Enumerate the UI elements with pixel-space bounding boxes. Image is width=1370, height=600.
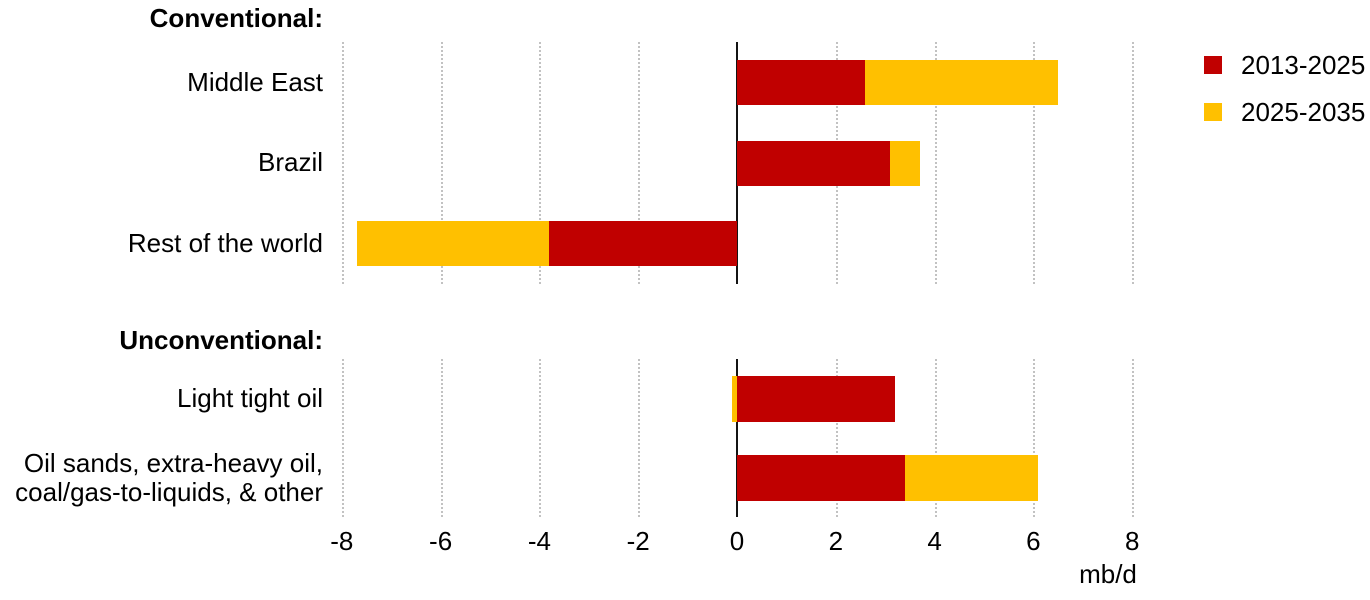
plot-area-conventional: [330, 42, 1160, 284]
legend-label: 2013-2025: [1241, 50, 1366, 80]
zero-axis-line: [735, 359, 739, 517]
category-label-middle-east: Middle East: [187, 66, 323, 97]
gridline: [539, 42, 542, 284]
category-label-oil-sands-extra-heavy-oil-coal-gas-to-liquids-other: Oil sands, extra-heavy oil, coal/gas-to-…: [15, 447, 323, 507]
legend: 2013-2025 2025-2035: [1204, 51, 1365, 145]
gridline: [1132, 359, 1135, 517]
plot-area-unconventional: [330, 359, 1160, 517]
gridline: [638, 359, 641, 517]
bar-segment-2025-2035-brazil: [890, 140, 920, 186]
axis-unit-label: mb/d: [1079, 559, 1137, 589]
category-label-brazil: Brazil: [257, 147, 323, 178]
bar-segment-2025-2035-middle-east: [865, 59, 1059, 105]
legend-swatch-2013-2025: [1204, 56, 1222, 74]
bar-segment-2013-2025-oil-sands-extra-heavy-oil-coal-gas-to-liquids-other: [737, 454, 905, 501]
category-label-rest-of-the-world: Rest of the world: [127, 228, 323, 259]
gridline: [341, 359, 344, 517]
gridline: [835, 359, 838, 517]
bar-segment-2013-2025-rest-of-the-world: [549, 221, 737, 267]
gridline: [440, 42, 443, 284]
gridline: [1033, 359, 1036, 517]
gridline: [440, 359, 443, 517]
legend-item-2013-2025: 2013-2025: [1204, 51, 1365, 79]
x-tick-label: 6: [1026, 526, 1041, 556]
gridline: [1033, 42, 1036, 284]
category-label-light-tight-oil: Light tight oil: [177, 383, 323, 413]
gridline: [341, 42, 344, 284]
bar-segment-2025-2035-light-tight-oil: [732, 375, 737, 422]
gridline: [638, 42, 641, 284]
gridline: [934, 42, 937, 284]
x-tick-label: -4: [527, 526, 551, 556]
gridline: [934, 359, 937, 517]
x-tick-label: -6: [429, 526, 453, 556]
gridline: [539, 359, 542, 517]
gridline: [1132, 42, 1135, 284]
bar-segment-2013-2025-middle-east: [737, 59, 866, 105]
group-title-unconventional: Unconventional:: [119, 325, 323, 355]
legend-swatch-2025-2035: [1204, 103, 1222, 121]
bar-segment-2013-2025-light-tight-oil: [737, 375, 896, 422]
group-title-conventional: Conventional:: [149, 3, 323, 33]
x-tick-label: -8: [330, 526, 354, 556]
legend-item-2025-2035: 2025-2035: [1204, 98, 1365, 126]
legend-label: 2025-2035: [1241, 97, 1366, 127]
x-tick-label: 2: [828, 526, 844, 556]
bar-segment-2025-2035-oil-sands-extra-heavy-oil-coal-gas-to-liquids-other: [904, 454, 1039, 501]
x-tick-label: 8: [1124, 526, 1140, 556]
x-tick-label: 4: [927, 526, 942, 556]
x-tick-label: 0: [729, 526, 745, 556]
x-tick-label: -2: [626, 526, 650, 556]
bar-segment-2025-2035-rest-of-the-world: [356, 221, 550, 267]
bar-segment-2013-2025-brazil: [737, 140, 891, 186]
